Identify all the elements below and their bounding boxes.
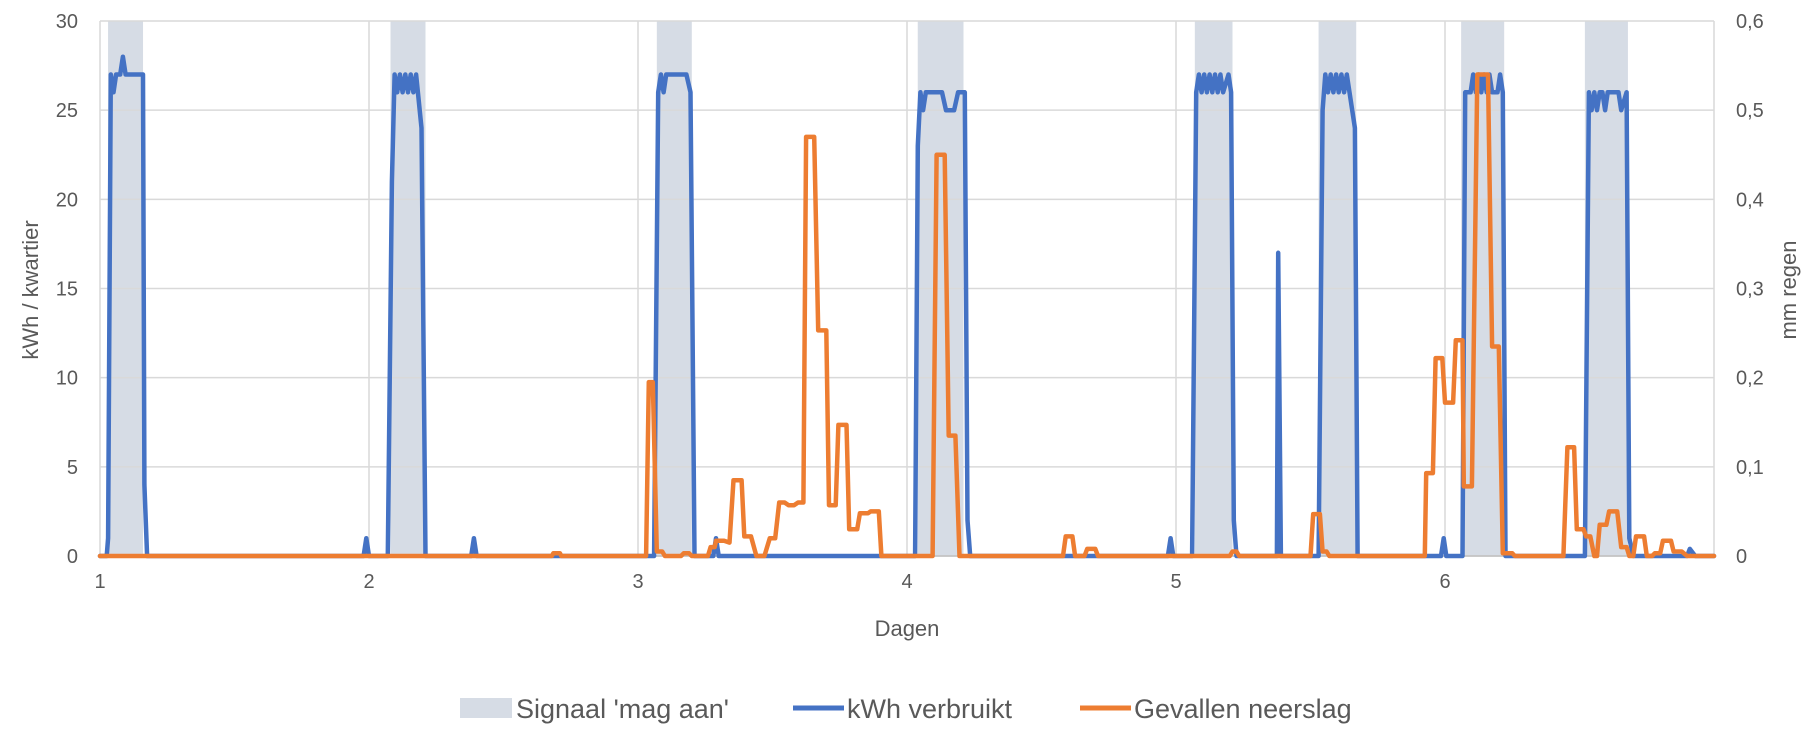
legend-item-kwh: kWh verbruikt [793, 694, 1013, 724]
y-right-tick-label-3: 0,3 [1736, 279, 1764, 301]
y-right-tick-label-4: 0,4 [1736, 189, 1764, 211]
y-right-tick-label-5: 0,5 [1736, 100, 1764, 122]
x-tick-label-5: 6 [1439, 571, 1450, 593]
y-left-tick-label-5: 25 [56, 100, 78, 122]
y-left-tick-label-0: 0 [67, 546, 78, 568]
x-tick-label-3: 4 [901, 571, 912, 593]
y-left-tick-label-2: 10 [56, 368, 78, 390]
x-axis-title: Dagen [875, 616, 940, 641]
x-tick-label-4: 5 [1170, 571, 1181, 593]
legend: Signaal 'mag aan' kWh verbruikt Gevallen… [460, 694, 1352, 724]
y-right-tick-label-2: 0,2 [1736, 368, 1764, 390]
series-line-kwh [97, 54, 1717, 559]
series-line-rain [97, 72, 1717, 559]
x-tick-label-1: 2 [363, 571, 374, 593]
legend-label-rain: Gevallen neerslag [1134, 694, 1352, 724]
y-right-tick-label-6: 0,6 [1736, 11, 1764, 33]
x-tick-label-0: 1 [94, 571, 105, 593]
y-left-tick-label-1: 5 [67, 457, 78, 479]
legend-label-kwh: kWh verbruikt [847, 694, 1013, 724]
legend-label-signal: Signaal 'mag aan' [516, 694, 729, 724]
y-left-tick-label-4: 20 [56, 189, 78, 211]
legend-swatch-signal [460, 698, 512, 718]
y-left-axis-title: kWh / kwartier [18, 220, 43, 359]
y-right-tick-label-0: 0 [1736, 546, 1747, 568]
y-left-tick-label-3: 15 [56, 279, 78, 301]
x-tick-label-2: 3 [632, 571, 643, 593]
legend-item-rain: Gevallen neerslag [1080, 694, 1352, 724]
tick-labels-layer: 1 2 3 4 5 6 0 5 10 15 20 25 30 0 0,1 0,2 0,3 0,4 0,5 0,6 [56, 11, 1764, 593]
y-right-tick-label-1: 0,1 [1736, 457, 1764, 479]
series-layer [97, 54, 1717, 559]
y-right-axis-title: mm regen [1776, 240, 1801, 339]
y-left-tick-label-6: 30 [56, 11, 78, 33]
legend-item-signal: Signaal 'mag aan' [460, 694, 729, 724]
